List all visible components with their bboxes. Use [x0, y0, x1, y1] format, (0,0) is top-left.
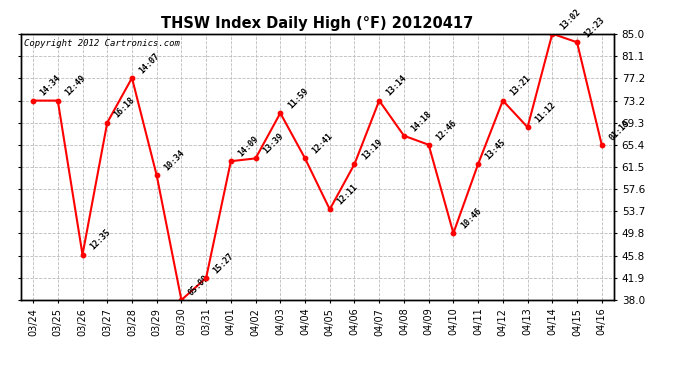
Text: 13:19: 13:19	[360, 137, 384, 161]
Point	[250, 155, 261, 161]
Text: 12:23: 12:23	[582, 15, 607, 39]
Point	[423, 142, 434, 148]
Text: 16:18: 16:18	[112, 96, 137, 120]
Text: 12:11: 12:11	[335, 183, 359, 207]
Point	[596, 142, 607, 148]
Text: 12:35: 12:35	[88, 228, 112, 252]
Text: 13:02: 13:02	[558, 7, 582, 31]
Text: 13:39: 13:39	[261, 132, 285, 156]
Text: 12:46: 12:46	[434, 118, 458, 142]
Point	[226, 158, 237, 164]
Title: THSW Index Daily High (°F) 20120417: THSW Index Daily High (°F) 20120417	[161, 16, 473, 31]
Text: 14:18: 14:18	[409, 109, 433, 133]
Text: 13:45: 13:45	[484, 137, 508, 161]
Text: 11:12: 11:12	[533, 100, 557, 124]
Point	[275, 110, 286, 116]
Point	[77, 252, 88, 258]
Text: 01:19: 01:19	[607, 118, 631, 142]
Point	[571, 39, 582, 45]
Text: 14:07: 14:07	[137, 51, 161, 75]
Point	[522, 124, 533, 130]
Point	[299, 155, 310, 161]
Text: 05:09: 05:09	[187, 273, 211, 297]
Point	[176, 297, 187, 303]
Text: 14:09: 14:09	[237, 134, 260, 158]
Text: 10:46: 10:46	[459, 206, 483, 230]
Point	[546, 31, 558, 37]
Point	[28, 98, 39, 104]
Point	[398, 133, 409, 139]
Point	[324, 206, 335, 212]
Text: 12:41: 12:41	[310, 132, 335, 156]
Text: Copyright 2012 Cartronics.com: Copyright 2012 Cartronics.com	[23, 39, 179, 48]
Text: 13:21: 13:21	[509, 74, 533, 98]
Text: 10:34: 10:34	[162, 148, 186, 172]
Point	[374, 98, 385, 104]
Text: 13:14: 13:14	[385, 74, 408, 98]
Text: 15:27: 15:27	[212, 251, 236, 275]
Point	[126, 75, 137, 81]
Point	[473, 161, 484, 167]
Point	[101, 120, 112, 126]
Point	[151, 172, 162, 178]
Point	[497, 98, 509, 104]
Point	[349, 161, 360, 167]
Point	[52, 98, 63, 104]
Text: 12:49: 12:49	[63, 74, 88, 98]
Text: 14:34: 14:34	[39, 74, 63, 98]
Point	[201, 275, 212, 281]
Text: 11:59: 11:59	[286, 86, 310, 110]
Point	[448, 230, 459, 236]
